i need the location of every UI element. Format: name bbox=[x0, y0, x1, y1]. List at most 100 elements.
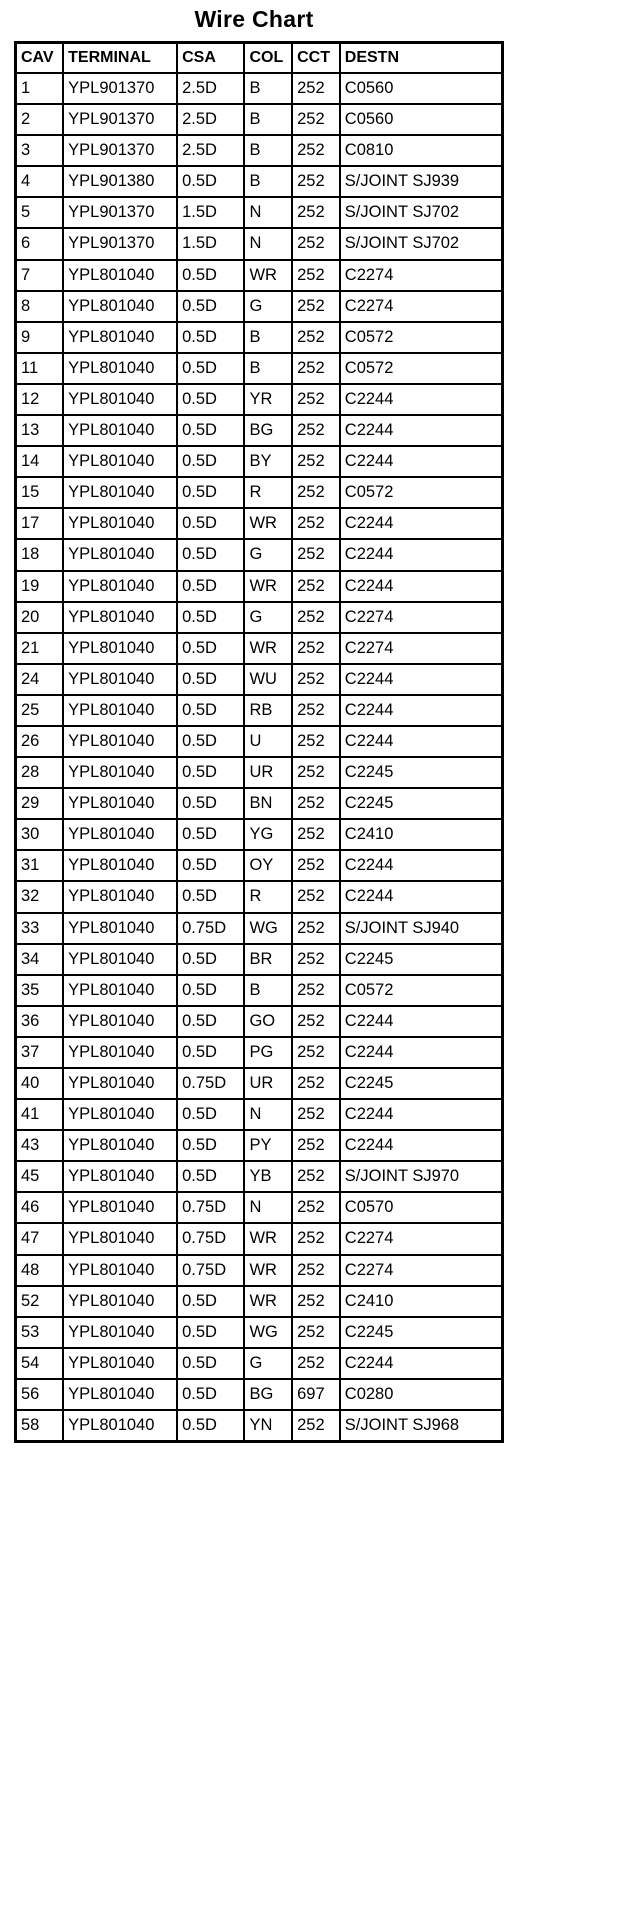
table-row: 41 YPL801040 0.5D N 252 C2244 bbox=[14, 1098, 504, 1132]
cell-terminal: YPL901370 bbox=[62, 227, 179, 261]
cell-cct: 252 bbox=[291, 71, 341, 106]
cell-cav: 43 bbox=[14, 1129, 65, 1163]
cell-col: YB bbox=[243, 1160, 294, 1194]
cell-col: R bbox=[243, 476, 294, 510]
cell-col: WR bbox=[243, 631, 294, 665]
cell-col: PY bbox=[243, 1129, 294, 1163]
cell-col: BY bbox=[243, 445, 294, 479]
cell-cct: 252 bbox=[291, 911, 341, 945]
cell-cav: 9 bbox=[14, 320, 65, 354]
cell-terminal: YPL801040 bbox=[62, 1409, 179, 1443]
table-row: 54 YPL801040 0.5D G 252 C2244 bbox=[14, 1346, 504, 1380]
cell-csa: 0.5D bbox=[176, 320, 246, 354]
cell-terminal: YPL801040 bbox=[62, 382, 179, 417]
cell-destn: C2410 bbox=[338, 1284, 504, 1318]
cell-destn: C2244 bbox=[338, 849, 504, 883]
cell-csa: 0.5D bbox=[176, 942, 246, 976]
cell-cct: 697 bbox=[291, 1377, 341, 1412]
cell-destn: C2244 bbox=[338, 538, 504, 572]
cell-destn: C2245 bbox=[338, 1315, 504, 1349]
cell-col: RB bbox=[243, 693, 294, 727]
cell-destn: C2244 bbox=[338, 507, 504, 541]
cell-col: WG bbox=[243, 1315, 294, 1349]
cell-csa: 0.5D bbox=[176, 880, 246, 914]
cell-destn: C2244 bbox=[338, 724, 504, 759]
cell-csa: 0.5D bbox=[176, 1098, 246, 1132]
cell-cct: 252 bbox=[291, 165, 341, 199]
cell-csa: 0.5D bbox=[176, 289, 246, 323]
table-row: 56 YPL801040 0.5D BG 697 C0280 bbox=[14, 1377, 504, 1412]
cell-col: G bbox=[243, 1346, 294, 1380]
table-row: 2 YPL901370 2.5D B 252 C0560 bbox=[14, 103, 504, 137]
cell-destn: C2244 bbox=[338, 445, 504, 479]
cell-cav: 54 bbox=[14, 1346, 65, 1380]
cell-terminal: YPL801040 bbox=[62, 569, 179, 603]
cell-cav: 1 bbox=[14, 71, 65, 106]
cell-cav: 17 bbox=[14, 507, 65, 541]
cell-csa: 0.5D bbox=[176, 724, 246, 759]
cell-csa: 0.5D bbox=[176, 538, 246, 572]
cell-col: PG bbox=[243, 1035, 294, 1070]
cell-destn: S/JOINT SJ940 bbox=[338, 911, 504, 945]
cell-cav: 20 bbox=[14, 600, 65, 634]
cell-terminal: YPL801040 bbox=[62, 1066, 179, 1101]
table-row: 8 YPL801040 0.5D G 252 C2274 bbox=[14, 289, 504, 323]
table-row: 48 YPL801040 0.75D WR 252 C2274 bbox=[14, 1253, 504, 1287]
cell-col: OY bbox=[243, 849, 294, 883]
cell-destn: C2274 bbox=[338, 1253, 504, 1287]
cell-csa: 0.5D bbox=[176, 662, 246, 696]
cell-col: N bbox=[243, 1191, 294, 1225]
cell-cav: 5 bbox=[14, 196, 65, 230]
cell-destn: C2274 bbox=[338, 600, 504, 634]
cell-terminal: YPL801040 bbox=[62, 849, 179, 883]
cell-cav: 34 bbox=[14, 942, 65, 976]
cell-terminal: YPL801040 bbox=[62, 414, 179, 448]
cell-col: WR bbox=[243, 1253, 294, 1287]
cell-terminal: YPL801040 bbox=[62, 973, 179, 1007]
cell-csa: 0.5D bbox=[176, 507, 246, 541]
cell-destn: C2245 bbox=[338, 787, 504, 821]
cell-csa: 2.5D bbox=[176, 103, 246, 137]
cell-destn: S/JOINT SJ702 bbox=[338, 196, 504, 230]
cell-col: B bbox=[243, 134, 294, 168]
table-row: 14 YPL801040 0.5D BY 252 C2244 bbox=[14, 445, 504, 479]
table-body: 1 YPL901370 2.5D B 252 C0560 2 YPL901370 2.5D B 25… bbox=[14, 71, 504, 1443]
table-row: 45 YPL801040 0.5D YB 252 S/JOINT SJ970 bbox=[14, 1160, 504, 1194]
cell-csa: 0.5D bbox=[176, 569, 246, 603]
column-header-destn: DESTN bbox=[338, 41, 504, 74]
cell-destn: C0572 bbox=[338, 320, 504, 354]
table-row: 17 YPL801040 0.5D WR 252 C2244 bbox=[14, 507, 504, 541]
column-header-cav: CAV bbox=[14, 41, 65, 74]
cell-terminal: YPL801040 bbox=[62, 818, 179, 852]
cell-terminal: YPL801040 bbox=[62, 1222, 179, 1256]
cell-cav: 25 bbox=[14, 693, 65, 727]
cell-cct: 252 bbox=[291, 351, 341, 385]
cell-col: UR bbox=[243, 756, 294, 790]
cell-cct: 252 bbox=[291, 662, 341, 696]
cell-col: G bbox=[243, 538, 294, 572]
table-row: 12 YPL801040 0.5D YR 252 C2244 bbox=[14, 382, 504, 417]
cell-col: WR bbox=[243, 507, 294, 541]
cell-cav: 13 bbox=[14, 414, 65, 448]
cell-cct: 252 bbox=[291, 818, 341, 852]
cell-destn: C0572 bbox=[338, 476, 504, 510]
cell-terminal: YPL801040 bbox=[62, 942, 179, 976]
cell-destn: C2244 bbox=[338, 1035, 504, 1070]
cell-csa: 0.5D bbox=[176, 973, 246, 1007]
cell-terminal: YPL801040 bbox=[62, 1035, 179, 1070]
cell-cct: 252 bbox=[291, 445, 341, 479]
table-row: 13 YPL801040 0.5D BG 252 C2244 bbox=[14, 414, 504, 448]
cell-cav: 31 bbox=[14, 849, 65, 883]
cell-cct: 252 bbox=[291, 258, 341, 292]
table-row: 15 YPL801040 0.5D R 252 C0572 bbox=[14, 476, 504, 510]
cell-csa: 2.5D bbox=[176, 134, 246, 168]
cell-destn: C0572 bbox=[338, 351, 504, 385]
table-row: 43 YPL801040 0.5D PY 252 C2244 bbox=[14, 1129, 504, 1163]
cell-col: WR bbox=[243, 1284, 294, 1318]
wire-chart-table: CAV TERMINAL CSA COL CCT DESTN 1 YPL90137… bbox=[14, 41, 504, 1444]
cell-csa: 0.5D bbox=[176, 1377, 246, 1412]
table-row: 30 YPL801040 0.5D YG 252 C2410 bbox=[14, 818, 504, 852]
column-header-col: COL bbox=[243, 41, 294, 74]
cell-col: B bbox=[243, 973, 294, 1007]
